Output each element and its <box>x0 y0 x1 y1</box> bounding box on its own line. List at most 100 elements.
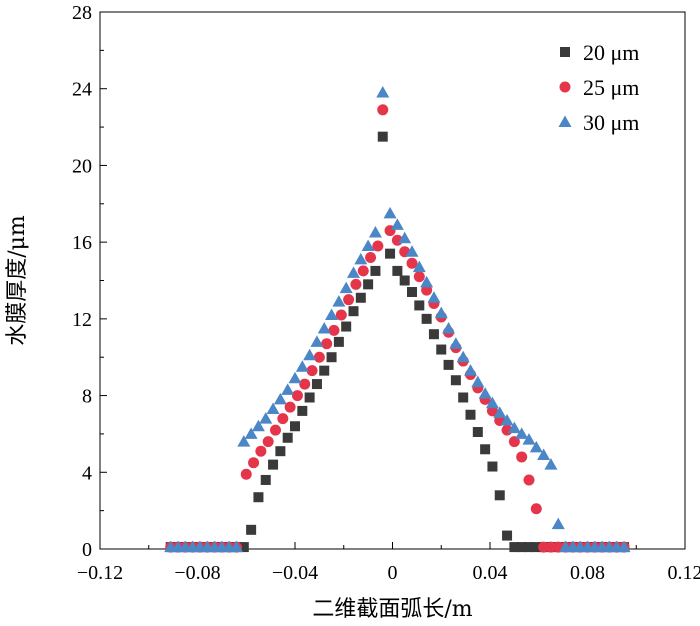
y-tick-label: 0 <box>82 539 92 561</box>
data-point <box>335 309 347 321</box>
data-point <box>529 440 543 453</box>
data-point <box>288 371 302 384</box>
data-point <box>238 542 249 553</box>
data-point <box>306 365 318 377</box>
data-point <box>398 231 412 244</box>
data-point <box>255 445 267 457</box>
data-point <box>507 421 521 434</box>
data-point <box>299 378 311 390</box>
data-point <box>392 265 403 276</box>
data-point <box>310 335 324 347</box>
data-point <box>259 412 273 424</box>
data-point <box>343 294 355 306</box>
data-point <box>237 435 251 447</box>
y-tick-label: 16 <box>72 232 92 254</box>
data-point <box>531 542 542 553</box>
data-point <box>325 308 339 321</box>
y-tick-label: 4 <box>82 462 92 484</box>
data-marks <box>164 86 631 553</box>
data-point <box>385 248 396 259</box>
data-point <box>303 348 317 361</box>
data-point <box>407 287 417 298</box>
data-point <box>248 457 260 469</box>
data-point <box>551 517 565 530</box>
x-tick-label: 0.08 <box>570 562 605 584</box>
data-point <box>291 390 303 402</box>
data-point <box>357 265 369 277</box>
data-point <box>230 540 243 553</box>
legend: 20 μm 25 μm 30 μm <box>558 40 639 135</box>
series-square <box>165 131 630 553</box>
data-point <box>617 540 631 553</box>
data-point <box>412 260 426 273</box>
data-point <box>368 226 382 238</box>
data-point <box>262 436 274 448</box>
data-point <box>251 419 265 432</box>
legend-marker <box>559 81 571 93</box>
data-point <box>478 387 492 399</box>
data-point <box>522 433 536 445</box>
data-point <box>332 295 346 307</box>
series-circle <box>165 104 630 553</box>
data-point <box>515 427 529 439</box>
data-point <box>421 313 432 324</box>
data-point <box>319 365 330 376</box>
data-point <box>354 252 368 265</box>
data-point <box>428 329 439 340</box>
data-point <box>304 392 315 403</box>
data-point <box>442 321 456 334</box>
data-point <box>348 306 359 317</box>
y-tick-label: 28 <box>72 2 92 24</box>
data-point <box>339 281 353 294</box>
y-axis-title: 水膜厚度/μm <box>5 215 30 346</box>
data-point <box>377 104 389 116</box>
legend-label: 30 μm <box>583 110 639 135</box>
data-point <box>413 271 425 283</box>
data-point <box>350 278 362 290</box>
x-tick-label: −0.08 <box>174 562 220 584</box>
data-point <box>290 421 300 432</box>
data-point <box>363 279 374 290</box>
x-tick-label: 0.12 <box>668 562 700 584</box>
data-point <box>530 503 542 515</box>
data-point <box>485 396 499 409</box>
data-point <box>449 337 463 349</box>
data-point <box>399 275 410 286</box>
data-point <box>516 542 527 553</box>
data-point <box>370 265 381 276</box>
data-point <box>458 392 469 403</box>
series-triangle <box>164 86 631 553</box>
data-point <box>427 291 441 303</box>
x-tick-label: 0.04 <box>473 562 508 584</box>
data-point <box>471 375 485 388</box>
data-point <box>502 530 513 541</box>
data-point <box>434 306 448 319</box>
x-tick-label: −0.12 <box>77 562 123 584</box>
data-point <box>295 360 309 372</box>
data-point <box>406 257 418 269</box>
data-point <box>270 424 281 436</box>
data-point <box>537 448 551 461</box>
data-point <box>544 458 558 470</box>
data-point <box>376 86 390 98</box>
data-point <box>414 300 425 311</box>
data-point <box>372 240 384 252</box>
legend-label: 20 μm <box>583 40 639 65</box>
data-point <box>494 490 505 501</box>
data-point <box>266 402 280 414</box>
data-point <box>328 324 340 336</box>
data-point <box>311 379 322 390</box>
x-axis-title: 二维截面弧长/m <box>312 597 472 622</box>
data-point <box>493 406 507 418</box>
x-tick-label: 0 <box>388 562 398 584</box>
y-tick-label: 12 <box>72 309 92 331</box>
data-point <box>523 474 535 486</box>
axis-ticks: −0.12 −0.08 −0.04 0 0.04 0.08 0.12 0 4 8 12 16 20 24 2… <box>72 2 700 584</box>
data-point <box>361 239 375 251</box>
data-point <box>355 292 366 303</box>
legend-marker <box>560 47 570 57</box>
data-point <box>347 266 360 278</box>
data-point <box>472 427 483 438</box>
data-point <box>365 251 377 263</box>
data-point <box>281 383 295 395</box>
